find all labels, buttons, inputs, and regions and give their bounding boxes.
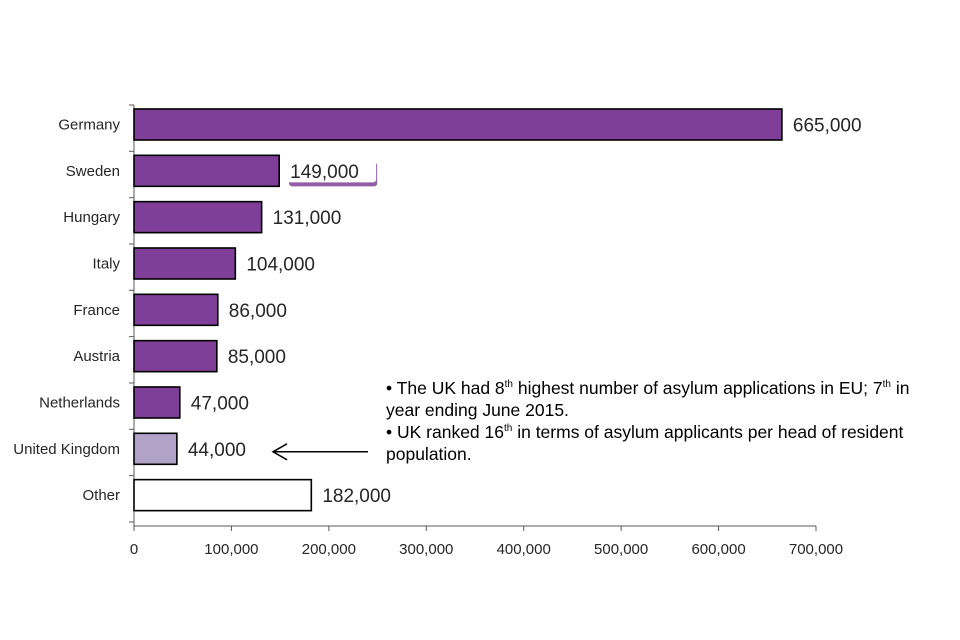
category-label: Italy bbox=[92, 255, 120, 272]
x-tick-label: 100,000 bbox=[204, 541, 258, 558]
data-label: 104,000 bbox=[246, 254, 315, 275]
note1-sup-a: th bbox=[504, 379, 513, 391]
bar-hungary bbox=[133, 200, 263, 234]
category-label: Hungary bbox=[63, 209, 120, 226]
bar-netherlands bbox=[133, 386, 181, 419]
category-label: Sweden bbox=[66, 163, 120, 180]
category-label: Other bbox=[82, 487, 120, 504]
bar-france bbox=[133, 293, 219, 327]
note-uk-rank-eu: • The UK had 8th highest number of asylu… bbox=[386, 377, 954, 421]
category-label: United Kingdom bbox=[13, 441, 120, 458]
data-label: 44,000 bbox=[188, 440, 246, 461]
category-label: Austria bbox=[73, 348, 120, 365]
data-label: 149,000 bbox=[290, 162, 359, 183]
bar-germany bbox=[133, 108, 783, 141]
data-label: 86,000 bbox=[229, 301, 287, 322]
note2-sup-a: th bbox=[504, 423, 513, 435]
bar-sweden bbox=[133, 154, 280, 188]
x-tick-label: 200,000 bbox=[302, 541, 356, 558]
data-label: 665,000 bbox=[793, 116, 862, 137]
x-tick-label: 400,000 bbox=[497, 541, 551, 558]
bar-united-kingdom bbox=[133, 432, 178, 466]
note1-sup-b: th bbox=[882, 379, 891, 391]
note1-line2: year ending June 2015. bbox=[386, 400, 569, 420]
note-uk-rank-per-head: • UK ranked 16th in terms of asylum appl… bbox=[386, 421, 954, 465]
note2-line2: population. bbox=[386, 444, 472, 464]
note1-text-a: • The UK had 8 bbox=[386, 378, 505, 398]
x-tick-label: 700,000 bbox=[789, 541, 843, 558]
bar-other bbox=[133, 478, 313, 512]
x-tick-label: 600,000 bbox=[691, 541, 745, 558]
bar-italy bbox=[133, 247, 237, 280]
data-label: 47,000 bbox=[191, 393, 249, 414]
annotation-arrow-head bbox=[271, 443, 288, 461]
note2-text-b: in terms of asylum applicants per head o… bbox=[512, 422, 904, 442]
x-tick-label: 500,000 bbox=[594, 541, 648, 558]
note2-text-a: • UK ranked 16 bbox=[386, 422, 504, 442]
note1-text-b: highest number of asylum applications in… bbox=[513, 378, 883, 398]
bar-austria bbox=[133, 339, 218, 373]
x-tick-label: 300,000 bbox=[399, 541, 453, 558]
data-label: 85,000 bbox=[228, 347, 286, 368]
data-label: 182,000 bbox=[322, 486, 391, 507]
x-tick-label: 0 bbox=[130, 541, 138, 558]
category-label: France bbox=[73, 302, 120, 319]
data-label: 131,000 bbox=[273, 208, 342, 229]
category-label: Netherlands bbox=[39, 394, 120, 411]
note1-text-c: in bbox=[890, 378, 910, 398]
data-label-highlight-box bbox=[288, 158, 377, 183]
category-label: Germany bbox=[58, 117, 120, 134]
